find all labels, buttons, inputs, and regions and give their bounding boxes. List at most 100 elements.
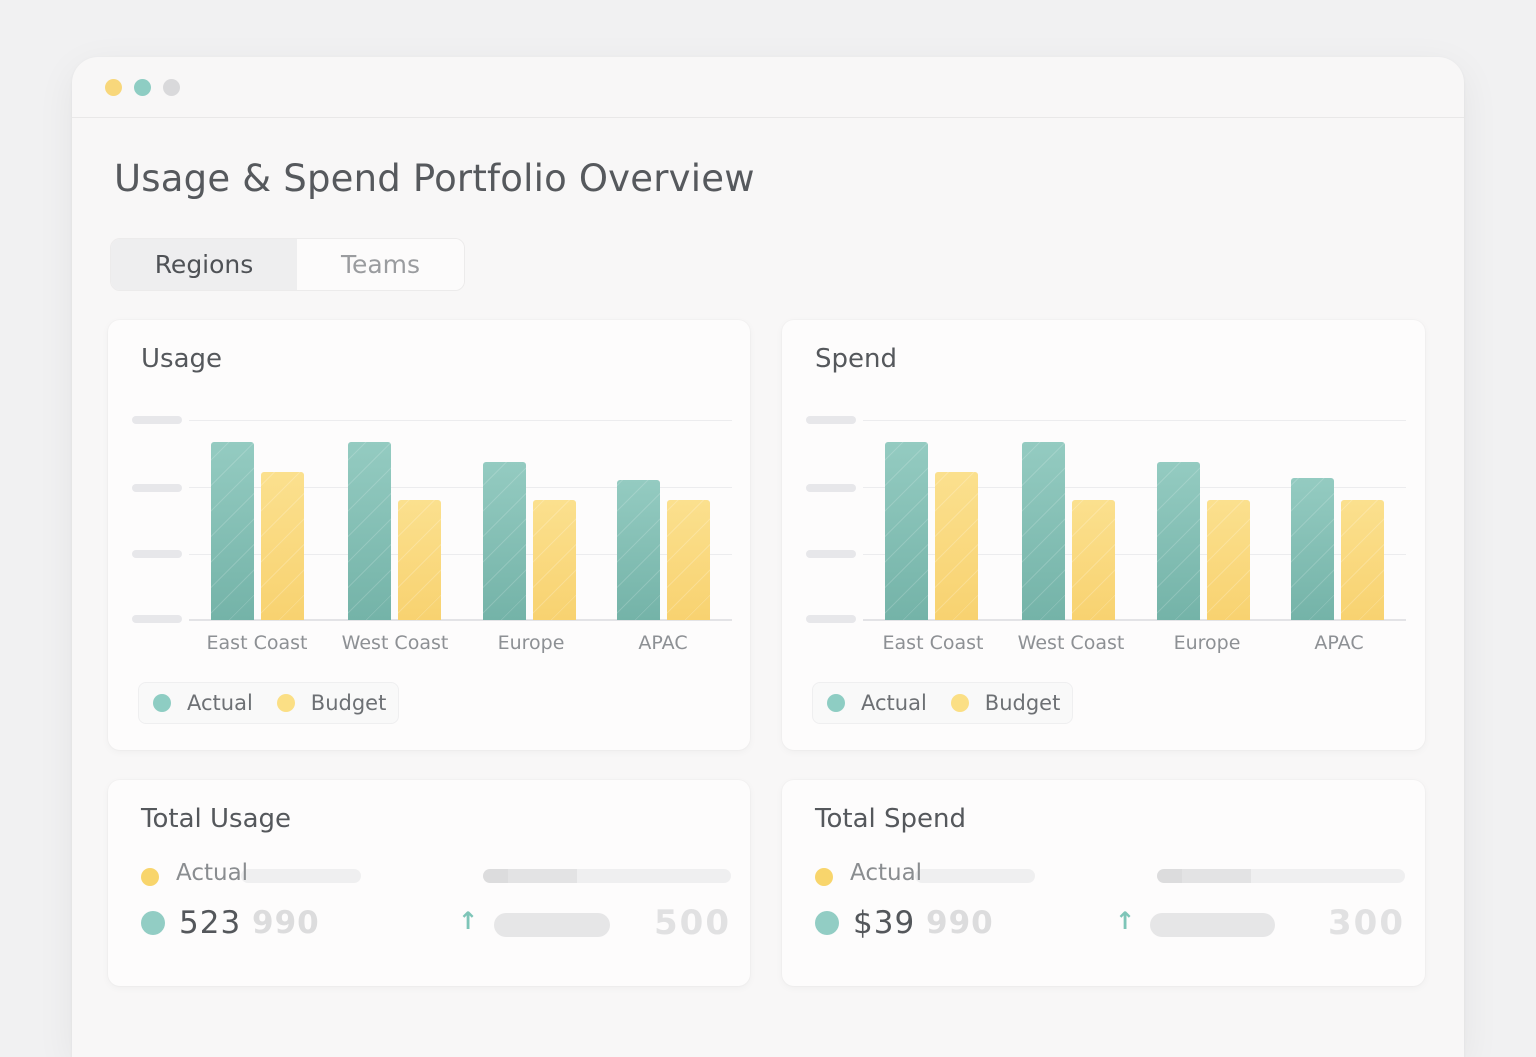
gridline (863, 554, 1406, 555)
usage-chart-card: Usage East Coast West Coast Europe APAC … (108, 320, 750, 750)
legend-item-budget[interactable]: Budget (276, 691, 387, 715)
bar-budget-west-coast[interactable] (398, 500, 441, 620)
x-label: APAC (638, 632, 688, 654)
bars (806, 420, 1406, 620)
spend-bar-chart (806, 410, 1406, 625)
trend-up-arrow-icon: ↑ (458, 907, 479, 935)
bars (132, 420, 732, 620)
x-axis-baseline (189, 619, 732, 621)
window-close-button[interactable] (163, 78, 180, 96)
window-maximize-button[interactable] (134, 78, 151, 96)
value-indicator-icon (815, 911, 839, 935)
placeholder-bar (483, 869, 731, 883)
x-label: APAC (1314, 632, 1364, 654)
trend-up-arrow-icon: ↑ (1115, 907, 1136, 935)
placeholder-bar (1157, 869, 1405, 883)
bar-budget-west-coast[interactable] (1072, 500, 1115, 620)
bar-budget-europe[interactable] (533, 500, 576, 620)
budget-swatch-icon (276, 694, 295, 712)
usage-card-title: Usage (141, 344, 223, 374)
x-label: Europe (497, 632, 565, 654)
y-tick-label (806, 484, 856, 492)
kpi-value: 523 990 (179, 905, 320, 941)
kpi-trend-faded: 300 (1328, 903, 1405, 943)
legend-item-actual[interactable]: Actual (827, 691, 951, 715)
budget-swatch-icon (950, 694, 969, 712)
legend-label: Actual (861, 691, 927, 715)
placeholder-bar (494, 913, 610, 937)
bar-actual-europe[interactable] (1157, 462, 1200, 620)
actual-swatch-icon (827, 694, 845, 712)
gridline (189, 420, 732, 421)
actual-indicator-icon (141, 868, 159, 886)
gridline (863, 420, 1406, 421)
kpi-label-row: Actual (815, 860, 1405, 890)
spend-chart-card: Spend East Coast West Coast Europe APAC … (782, 320, 1425, 750)
total-usage-card: Total Usage Actual 523 990 ↑ 500 (108, 780, 750, 986)
x-label: West Coast (341, 632, 449, 654)
bar-budget-europe[interactable] (1207, 500, 1250, 620)
kpi-value-faded: 990 (926, 905, 994, 941)
usage-chart-legend: Actual Budget (138, 682, 400, 724)
x-axis-labels: East Coast West Coast Europe APAC (108, 632, 758, 662)
bar-actual-east-coast[interactable] (885, 442, 928, 620)
y-tick-label (806, 615, 856, 623)
x-label: East Coast (882, 632, 984, 654)
x-label: East Coast (206, 632, 308, 654)
y-tick-label (132, 416, 182, 424)
bar-actual-apac[interactable] (1291, 478, 1334, 620)
page-title: Usage & Spend Portfolio Overview (114, 157, 755, 200)
bar-actual-west-coast[interactable] (348, 442, 391, 620)
window-minimize-button[interactable] (105, 78, 122, 96)
x-label: Europe (1173, 632, 1241, 654)
tab-regions[interactable]: Regions (111, 239, 297, 290)
actual-indicator-icon (815, 868, 833, 886)
kpi-value-row: 523 990 ↑ 500 (141, 903, 731, 945)
y-tick-label (806, 416, 856, 424)
legend-item-budget[interactable]: Budget (950, 691, 1061, 715)
placeholder-bar (241, 869, 361, 883)
kpi-value-main: $39 (853, 905, 916, 941)
gridline (863, 487, 1406, 488)
legend-item-actual[interactable]: Actual (153, 691, 277, 715)
x-axis-baseline (863, 619, 1406, 621)
placeholder-bar (1150, 913, 1275, 937)
view-tabs: Regions Teams (110, 238, 465, 291)
kpi-value-main: 523 (179, 905, 242, 941)
legend-label: Actual (187, 691, 253, 715)
kpi-label-row: Actual (141, 860, 731, 890)
x-label: West Coast (1017, 632, 1125, 654)
total-spend-card: Total Spend Actual $39 990 ↑ 300 (782, 780, 1425, 986)
bar-budget-apac[interactable] (667, 500, 710, 620)
bar-budget-east-coast[interactable] (935, 472, 978, 620)
kpi-value-row: $39 990 ↑ 300 (815, 903, 1405, 945)
y-tick-label (132, 550, 182, 558)
bar-actual-europe[interactable] (483, 462, 526, 620)
y-tick-label (132, 615, 182, 623)
bar-actual-west-coast[interactable] (1022, 442, 1065, 620)
legend-label: Budget (984, 691, 1061, 715)
usage-bar-chart (132, 410, 732, 625)
gridline (189, 487, 732, 488)
total-spend-title: Total Spend (815, 804, 966, 834)
kpi-value: $39 990 (853, 905, 994, 941)
y-tick-label (806, 550, 856, 558)
kpi-label: Actual (176, 860, 249, 886)
bar-actual-apac[interactable] (617, 480, 660, 620)
kpi-value-faded: 990 (252, 905, 320, 941)
bar-budget-east-coast[interactable] (261, 472, 304, 620)
tab-teams[interactable]: Teams (297, 239, 464, 290)
legend-label: Budget (310, 691, 387, 715)
placeholder-bar (915, 869, 1035, 883)
kpi-label: Actual (850, 860, 923, 886)
y-tick-label (132, 484, 182, 492)
spend-card-title: Spend (815, 344, 897, 374)
total-usage-title: Total Usage (141, 804, 291, 834)
bar-budget-apac[interactable] (1341, 500, 1384, 620)
window-titlebar (72, 57, 1464, 118)
actual-swatch-icon (153, 694, 171, 712)
kpi-trend-faded: 500 (654, 903, 731, 943)
x-axis-labels: East Coast West Coast Europe APAC (782, 632, 1432, 662)
bar-actual-east-coast[interactable] (211, 442, 254, 620)
spend-chart-legend: Actual Budget (812, 682, 1074, 724)
